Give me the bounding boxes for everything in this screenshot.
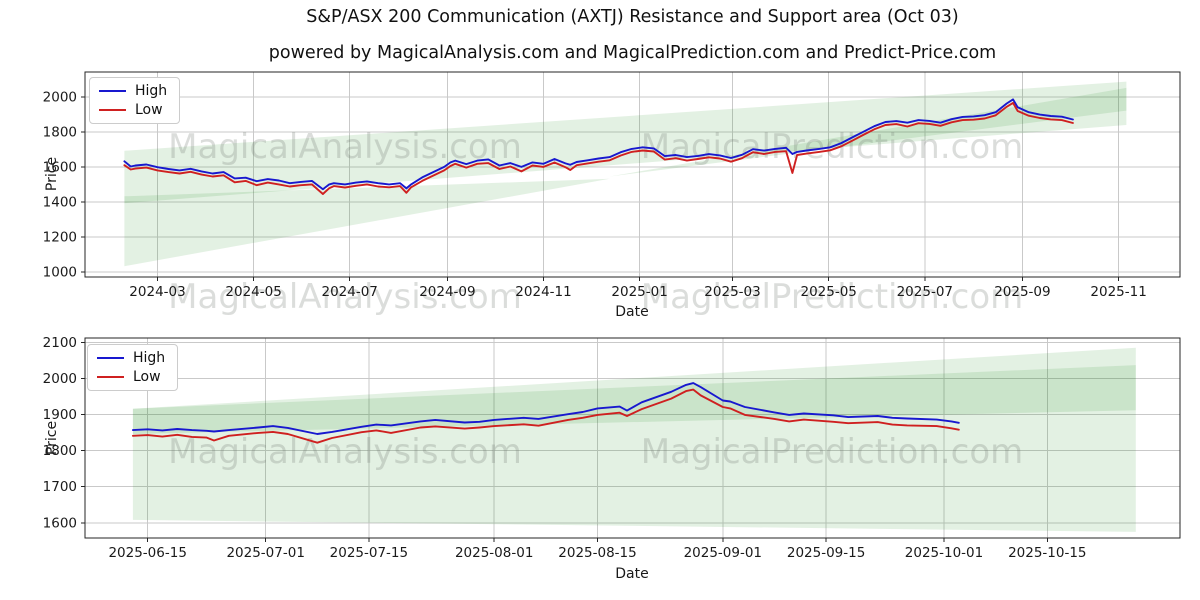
legend-bottom: High Low — [87, 344, 179, 391]
x-tick-label: 2025-05 — [800, 284, 856, 300]
x-tick-label: 2025-08-01 — [455, 545, 533, 561]
legend-item-low: Low — [99, 103, 167, 117]
y-tick-label: 1200 — [43, 229, 77, 245]
legend-item-low: Low — [97, 370, 165, 384]
low-line-swatch — [99, 109, 126, 111]
x-tick-label: 2024-11 — [515, 284, 571, 300]
chart-title: S&P/ASX 200 Communication (AXTJ) Resista… — [306, 7, 959, 27]
x-tick-label: 2024-07 — [321, 284, 377, 300]
x-tick-label: 2025-09-15 — [787, 545, 865, 561]
x-tick-label: 2024-05 — [225, 284, 281, 300]
upper-overlap-band — [132, 365, 1136, 434]
y-tick-label: 1900 — [43, 407, 77, 423]
x-tick-label: 2025-07-15 — [330, 545, 408, 561]
x-tick-label: 2025-07 — [897, 284, 953, 300]
x-tick-label: 2025-06-15 — [108, 545, 186, 561]
y-axis-label-bottom: Price — [44, 421, 60, 455]
x-axis-label-top: Date — [615, 304, 648, 320]
y-tick-label: 2000 — [43, 371, 77, 387]
y-tick-label: 1700 — [43, 479, 77, 495]
x-tick-label: 2025-10-01 — [905, 545, 983, 561]
main-channel-band — [124, 81, 1127, 204]
y-tick-label: 1600 — [43, 159, 77, 175]
legend-label-low: Low — [133, 369, 161, 385]
y-tick-label: 1800 — [43, 443, 77, 459]
legend-label-high: High — [133, 350, 166, 366]
y-tick-label: 1800 — [43, 124, 77, 140]
x-tick-label: 2025-07-01 — [226, 545, 304, 561]
main-area-band — [132, 347, 1136, 532]
y-axis-label-top: Price — [44, 157, 60, 191]
low-line-swatch — [97, 376, 124, 378]
watermark-text: MagicalAnalysis.com — [168, 127, 522, 167]
x-tick-label: 2025-08-15 — [558, 545, 636, 561]
legend-top: High Low — [89, 77, 181, 124]
legend-label-low: Low — [135, 102, 163, 118]
chart-subtitle: powered by MagicalAnalysis.com and Magic… — [268, 43, 997, 63]
grid-layer — [85, 72, 1180, 538]
high-line-swatch — [99, 90, 126, 92]
legend-label-high: High — [135, 83, 168, 99]
x-tick-label: 2024-09 — [419, 284, 475, 300]
support-wedge-band — [124, 178, 610, 267]
watermark-text: MagicalAnalysis.com — [168, 277, 522, 317]
low-line — [123, 101, 1074, 195]
high-line — [123, 98, 1074, 191]
y-tick-label: 2100 — [43, 335, 77, 351]
series-layer — [123, 98, 1074, 444]
watermark-text: MagicalPrediction.com — [641, 277, 1024, 317]
y-tick-label: 1000 — [43, 264, 77, 280]
x-tick-label: 2025-11 — [1090, 284, 1146, 300]
legend-item-high: High — [97, 351, 165, 365]
y-tick-label: 1600 — [43, 515, 77, 531]
x-tick-label: 2024-03 — [129, 284, 185, 300]
x-tick-label: 2025-09-01 — [684, 545, 762, 561]
axes-layer: 2024-03 2024-05 2024-07 2024-09 2024-11 2025-… — [43, 71, 1181, 561]
high-line — [131, 382, 960, 435]
high-line-swatch — [97, 357, 124, 359]
x-axis-label-bottom: Date — [615, 566, 648, 582]
y-tick-label: 1400 — [43, 194, 77, 210]
x-tick-label: 2025-01 — [611, 284, 667, 300]
watermark-text: MagicalPrediction.com — [641, 432, 1024, 472]
axes-spines — [84, 337, 1181, 539]
axes-spines — [84, 71, 1181, 278]
x-tick-label: 2025-10-15 — [1008, 545, 1086, 561]
low-line — [131, 388, 960, 444]
y-tick-label: 2000 — [43, 90, 77, 106]
legend-item-high: High — [99, 84, 167, 98]
watermark-text: MagicalAnalysis.com — [168, 432, 522, 472]
x-tick-label: 2025-03 — [704, 284, 760, 300]
x-tick-label: 2025-09 — [994, 284, 1050, 300]
